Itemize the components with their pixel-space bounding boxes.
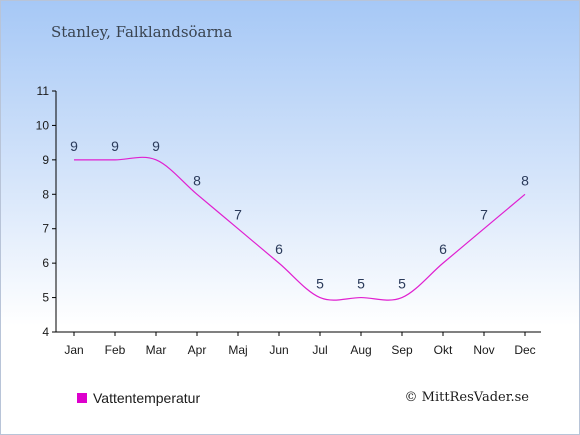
y-tick-label: 11: [37, 84, 50, 98]
y-tick-label: 8: [42, 187, 49, 201]
data-label: 6: [439, 241, 447, 257]
data-point: [442, 262, 445, 265]
data-point: [155, 158, 158, 161]
data-point: [196, 193, 199, 196]
data-point: [524, 193, 527, 196]
x-tick-label: Nov: [473, 343, 494, 357]
data-point: [73, 158, 76, 161]
data-label: 5: [398, 276, 406, 292]
data-label: 9: [70, 138, 78, 154]
data-label: 9: [111, 138, 119, 154]
y-tick-label: 9: [42, 153, 49, 167]
data-label: 9: [152, 138, 160, 154]
data-label: 5: [316, 276, 324, 292]
x-tick-label: Dec: [514, 343, 535, 357]
y-tick-label: 6: [42, 256, 49, 270]
y-tick-label: 7: [42, 222, 49, 236]
data-label: 8: [193, 172, 201, 188]
x-tick-label: Mar: [146, 343, 167, 357]
x-tick-label: Apr: [188, 343, 207, 357]
chart-title: Stanley, Falklandsöarna: [51, 23, 233, 41]
data-point: [360, 296, 363, 299]
data-label: 8: [521, 172, 529, 188]
legend-label: Vattentemperatur: [93, 390, 201, 406]
y-tick-label: 5: [42, 291, 49, 305]
data-point: [401, 296, 404, 299]
data-label: 7: [234, 207, 242, 223]
credit-text: © MittResVader.se: [404, 390, 529, 405]
data-point: [319, 296, 322, 299]
y-tick-label: 4: [42, 325, 49, 339]
x-tick-label: Sep: [391, 343, 413, 357]
x-tick-label: Feb: [105, 343, 126, 357]
legend-swatch: [77, 393, 87, 403]
data-point: [278, 262, 281, 265]
series-line: [74, 156, 526, 301]
x-tick-label: Aug: [350, 343, 371, 357]
data-point: [483, 227, 486, 230]
x-tick-label: Jan: [64, 343, 83, 357]
data-label: 6: [275, 241, 283, 257]
data-label: 5: [357, 276, 365, 292]
x-tick-label: Okt: [434, 343, 453, 357]
y-tick-label: 10: [36, 118, 50, 132]
x-tick-label: Maj: [228, 343, 247, 357]
data-point: [237, 227, 240, 230]
data-point: [114, 158, 117, 161]
data-label: 7: [480, 207, 488, 223]
legend: Vattentemperatur: [77, 390, 200, 406]
x-tick-label: Jun: [269, 343, 288, 357]
x-tick-label: Jul: [312, 343, 327, 357]
